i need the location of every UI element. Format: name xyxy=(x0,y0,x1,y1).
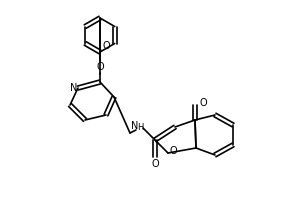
Text: O: O xyxy=(151,159,159,169)
Text: H: H xyxy=(137,123,143,132)
Text: N: N xyxy=(131,121,139,131)
Text: N: N xyxy=(70,83,78,93)
Text: O: O xyxy=(169,146,177,156)
Text: O: O xyxy=(96,62,104,72)
Text: O: O xyxy=(199,98,207,108)
Text: O: O xyxy=(102,41,110,51)
